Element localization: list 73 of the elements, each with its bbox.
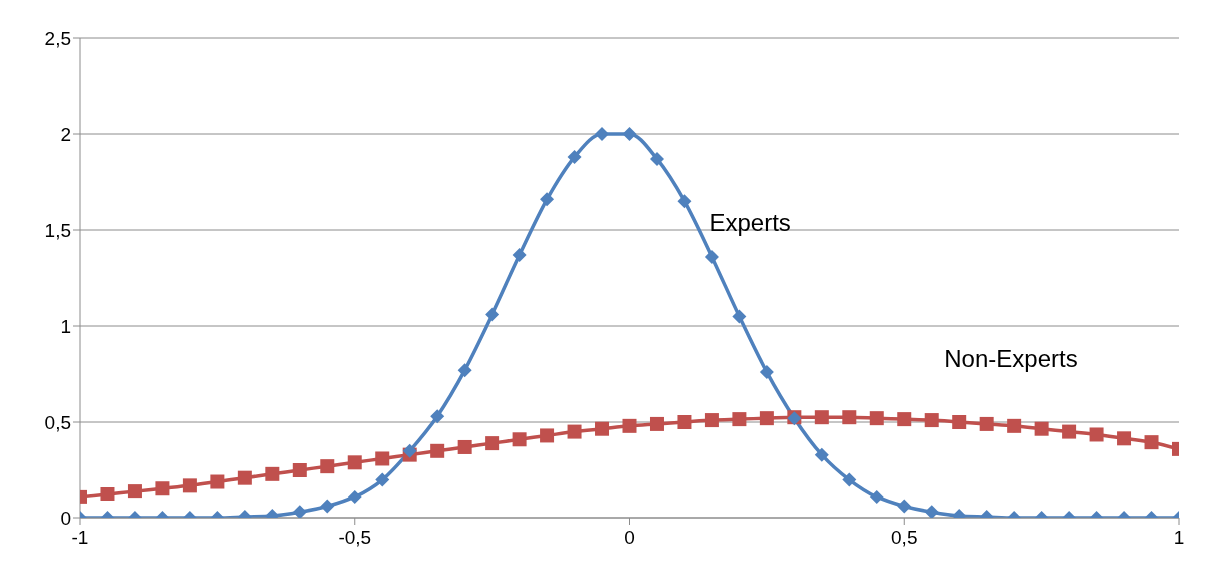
point <box>1034 421 1049 436</box>
point <box>952 415 967 429</box>
x-tick-label: -1 <box>71 527 89 549</box>
point <box>814 447 829 462</box>
point <box>347 455 362 470</box>
point <box>704 413 719 428</box>
point <box>182 478 197 493</box>
point <box>759 411 774 426</box>
point <box>127 484 142 499</box>
point <box>1117 431 1132 446</box>
point <box>320 459 335 474</box>
point <box>430 409 445 424</box>
point <box>732 412 747 427</box>
point <box>457 363 472 378</box>
point <box>1144 435 1159 450</box>
x-tick-label: 1 <box>1173 527 1185 549</box>
y-tick-label: 0,5 <box>44 411 71 433</box>
point <box>292 505 307 518</box>
point <box>704 249 719 264</box>
point <box>649 416 664 431</box>
point <box>540 428 555 443</box>
point <box>677 415 692 429</box>
point <box>869 489 884 504</box>
point <box>292 463 307 477</box>
y-tick-label: 2,5 <box>44 27 71 49</box>
point <box>237 470 252 485</box>
point <box>677 194 692 209</box>
point <box>347 489 362 504</box>
point <box>979 416 994 431</box>
point <box>924 413 939 428</box>
point <box>869 411 884 426</box>
point <box>1089 427 1104 442</box>
point <box>485 436 500 451</box>
point <box>649 151 664 166</box>
point <box>457 439 472 454</box>
point <box>814 410 829 425</box>
x-tick-label: -0,5 <box>338 527 372 549</box>
point <box>375 472 390 487</box>
point <box>842 472 857 487</box>
point <box>567 150 582 165</box>
point <box>1062 424 1077 439</box>
point <box>842 410 857 425</box>
point <box>567 424 582 439</box>
point <box>897 499 912 514</box>
point <box>485 307 500 322</box>
point <box>622 418 637 433</box>
y-tick-label: 2 <box>60 123 71 145</box>
point <box>759 365 774 380</box>
series-label: Experts <box>709 209 791 237</box>
point <box>924 505 939 518</box>
point <box>595 127 610 141</box>
point <box>622 127 637 141</box>
y-tick-label: 1 <box>60 315 71 337</box>
point <box>897 412 912 427</box>
series-label: Non-Experts <box>944 345 1078 373</box>
y-tick-label: 1,5 <box>44 219 71 241</box>
y-tick-label: 0 <box>60 507 71 529</box>
point <box>512 247 527 262</box>
point <box>210 474 225 489</box>
point <box>1007 418 1022 433</box>
point <box>155 481 170 496</box>
point <box>732 309 747 324</box>
point <box>540 192 555 207</box>
point <box>265 466 280 481</box>
point <box>402 443 417 458</box>
point <box>512 432 527 447</box>
point <box>430 443 445 458</box>
point <box>100 487 115 501</box>
x-tick-label: 0,5 <box>891 527 918 549</box>
point <box>320 499 335 514</box>
point <box>595 421 610 436</box>
x-tick-label: 0 <box>624 527 635 549</box>
point <box>375 451 390 466</box>
